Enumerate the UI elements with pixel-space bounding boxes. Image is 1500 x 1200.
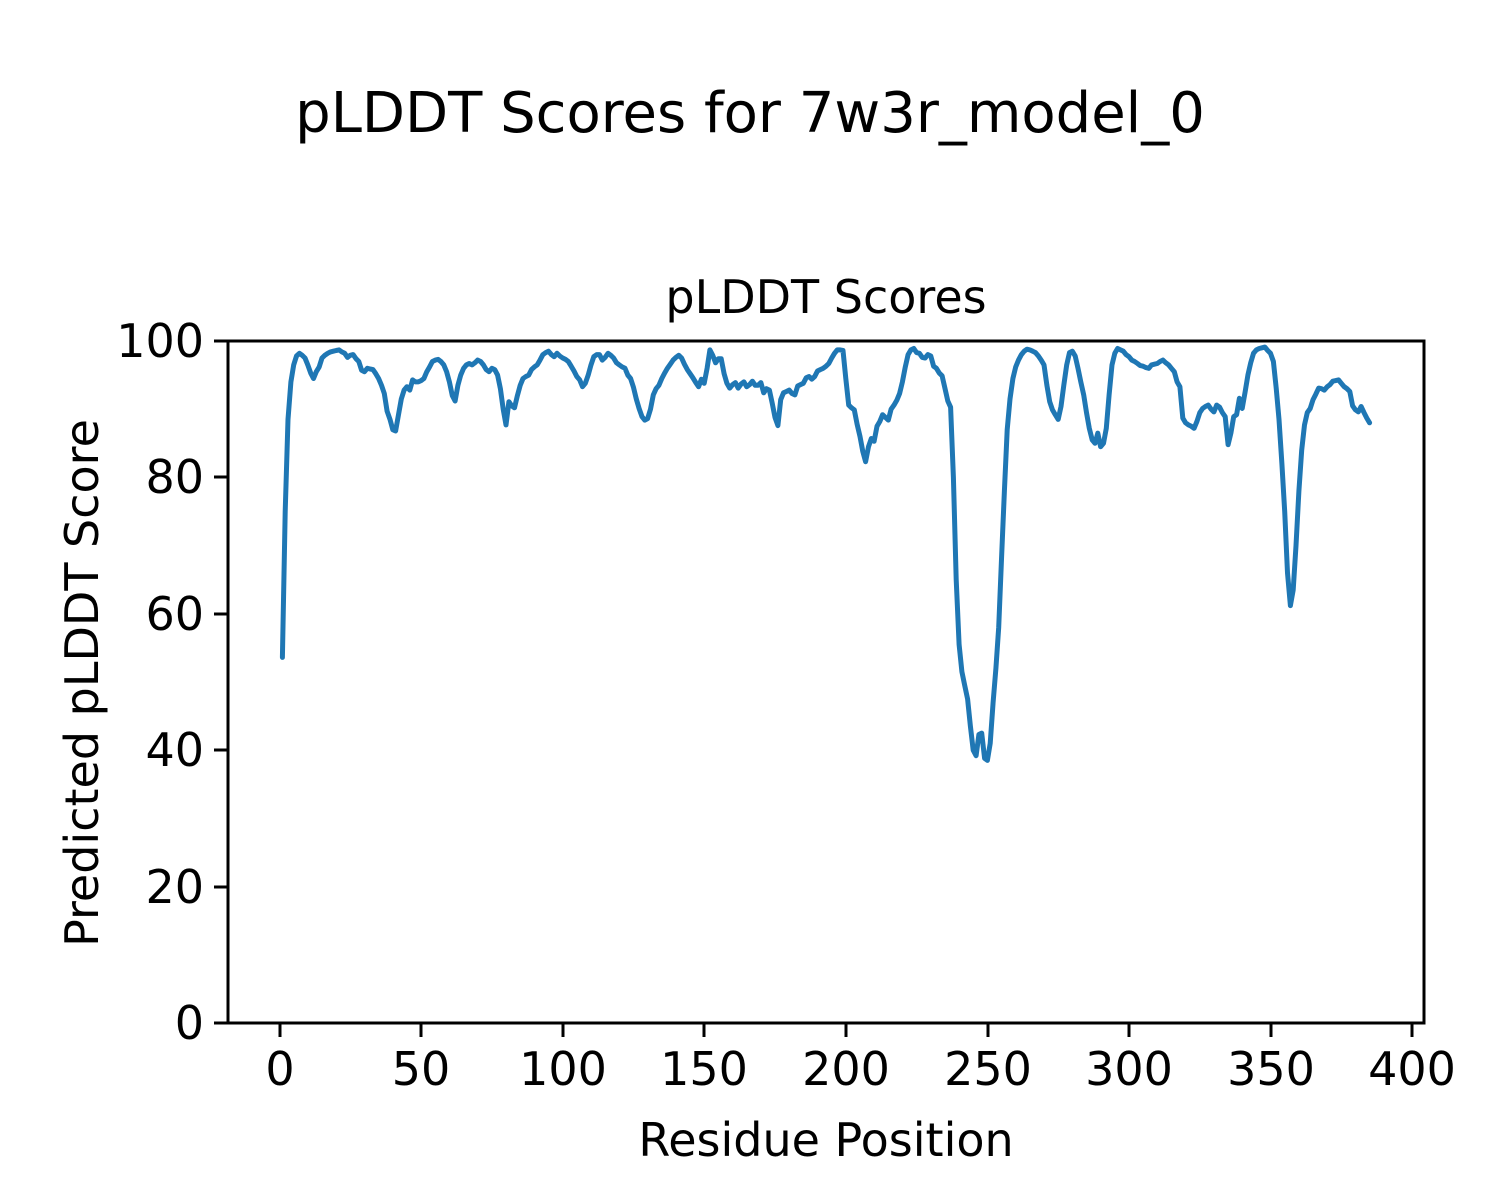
- figure-title: pLDDT Scores for 7w3r_model_0: [295, 81, 1205, 146]
- x-tick-marks: [278, 1023, 1414, 1037]
- y-axis-label: Predicted pLDDT Score: [55, 419, 109, 947]
- y-tick-label: 60: [145, 587, 204, 641]
- y-tick-label: 20: [145, 860, 204, 914]
- y-tick-label: 100: [116, 314, 204, 368]
- y-tick-label: 0: [174, 996, 204, 1050]
- x-tick-label: 400: [1368, 1042, 1456, 1096]
- plot-frame: [226, 339, 1426, 1025]
- y-tick-label: 40: [145, 723, 204, 777]
- plddt-series-line: [279, 344, 1373, 763]
- x-tick-label: 150: [660, 1042, 748, 1096]
- x-tick-label: 300: [1085, 1042, 1173, 1096]
- x-tick-label: 350: [1227, 1042, 1315, 1096]
- axes-title: pLDDT Scores: [665, 270, 987, 324]
- x-tick-label: 250: [944, 1042, 1032, 1096]
- y-tick-marks: [214, 339, 228, 1025]
- x-tick-label: 50: [391, 1042, 451, 1096]
- x-axis-label: Residue Position: [638, 1113, 1014, 1167]
- x-tick-label: 200: [802, 1042, 890, 1096]
- x-tick-label: 0: [265, 1042, 295, 1096]
- y-tick-label: 80: [145, 450, 204, 504]
- x-tick-label: 100: [519, 1042, 607, 1096]
